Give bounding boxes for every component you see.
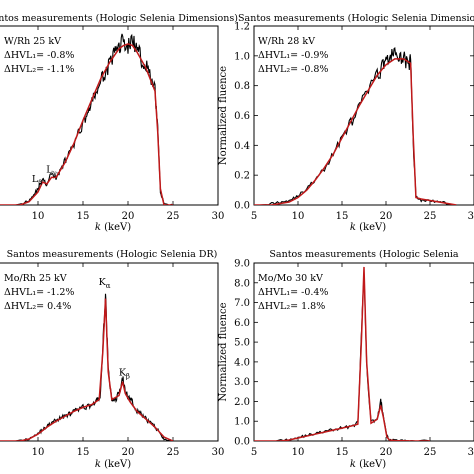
plot-frame <box>253 262 474 442</box>
y-axis-label: Normalized fluence <box>218 302 229 401</box>
x-tick-label: 5 <box>251 447 257 458</box>
plot-frame <box>0 262 219 442</box>
y-tick-label: 0.2 <box>234 171 250 182</box>
x-axis-variable: k <box>350 459 356 470</box>
x-tick-label: 10 <box>292 447 305 458</box>
y-tick-label: 0.4 <box>234 141 250 152</box>
series-line-simulated <box>0 43 173 205</box>
peak-label-sub: β <box>38 179 42 187</box>
x-tick-label: 20 <box>380 211 393 222</box>
y-tick-label: 1.2 <box>234 22 250 33</box>
y-tick-label: 9.0 <box>234 259 250 270</box>
peak-label: Kβ <box>119 368 130 381</box>
series-line-measured <box>0 33 174 205</box>
y-tick-label: 0.0 <box>234 437 250 448</box>
annotation-line: Mo/Mo 30 kV <box>258 273 323 284</box>
y-tick-label: 7.0 <box>234 298 250 309</box>
x-tick-label: 15 <box>77 211 90 222</box>
x-tick-label: 25 <box>167 447 180 458</box>
panel-1: Santos measurements (Hologic Selenia Dim… <box>0 13 238 233</box>
y-tick-label: 5.0 <box>234 338 250 349</box>
panel-2: Santos measurements (Hologic Selenia Dim… <box>218 13 474 233</box>
peak-label: Lβ <box>32 174 42 187</box>
peak-label: Kα <box>99 277 111 290</box>
x-tick-label: 20 <box>122 211 135 222</box>
x-tick-label: 30 <box>468 447 474 458</box>
annotation-line: W/Rh 28 kV <box>258 36 315 47</box>
x-axis-label: k (keV) <box>350 222 386 233</box>
panel-4: Santos measurements (Hologic Selenia 5 10 1… <box>218 249 474 470</box>
x-tick-label: 25 <box>424 211 437 222</box>
x-axis-variable: k <box>95 459 101 470</box>
peak-label-main: K <box>99 277 107 288</box>
series-line-simulated <box>0 298 174 441</box>
x-axis-label: k (keV) <box>95 222 131 233</box>
x-tick-label: 20 <box>122 447 135 458</box>
panel-title: Santos measurements (Hologic Selenia DR) <box>7 249 218 260</box>
y-tick-label: 2.0 <box>234 397 250 408</box>
annotation-line: ΔHVL₁= -0.8% <box>4 50 74 61</box>
x-tick-label: 10 <box>292 211 305 222</box>
plot-frame <box>0 25 219 206</box>
x-tick-label: 10 <box>32 211 45 222</box>
x-axis-label: k (keV) <box>95 459 131 470</box>
y-tick-label: 3.0 <box>234 377 250 388</box>
series-line-measured <box>0 293 174 441</box>
x-axis-unit: (keV) <box>359 222 386 233</box>
y-tick-label: 0.8 <box>234 81 250 92</box>
y-axis-label: Normalized fluence <box>218 66 229 165</box>
y-tick-label: 1.0 <box>234 417 250 428</box>
y-tick-label: 4.0 <box>234 357 250 368</box>
x-tick-label: 30 <box>212 447 225 458</box>
x-axis-unit: (keV) <box>104 459 131 470</box>
x-tick-label: 20 <box>380 447 393 458</box>
annotation-line: ΔHVL₂= 0.4% <box>4 301 71 312</box>
annotation-line: ΔHVL₂= -0.8% <box>258 64 328 75</box>
peak-label-main: K <box>119 368 127 379</box>
y-tick-label: 1.0 <box>234 51 250 62</box>
x-tick-label: 15 <box>77 447 90 458</box>
peak-label: Lγ <box>46 164 57 177</box>
annotation-line: ΔHVL₂= -1.1% <box>4 64 74 75</box>
x-tick-label: 10 <box>32 447 45 458</box>
x-tick-label: 15 <box>336 447 349 458</box>
peak-label-sub: γ <box>53 169 57 177</box>
x-tick-label: 15 <box>336 211 349 222</box>
y-tick-label: 0.6 <box>234 111 250 122</box>
peak-label-main: L <box>32 174 39 185</box>
annotation-line: W/Rh 25 kV <box>4 36 61 47</box>
annotation-line: ΔHVL₁= -0.9% <box>258 50 328 61</box>
annotation-line: ΔHVL₁= -0.4% <box>258 287 328 298</box>
x-axis-unit: (keV) <box>359 459 386 470</box>
x-tick-label: 25 <box>424 447 437 458</box>
annotation-line: Mo/Rh 25 kV <box>4 273 67 284</box>
y-tick-label: 0.0 <box>234 201 250 212</box>
x-axis-unit: (keV) <box>104 222 131 233</box>
x-tick-label: 25 <box>167 211 180 222</box>
annotation-line: ΔHVL₁= -1.2% <box>4 287 74 298</box>
x-tick-label: 30 <box>212 211 225 222</box>
panel-title: Santos measurements (Hologic Selenia Dim… <box>238 13 474 24</box>
series-line-simulated <box>254 266 430 441</box>
x-axis-label: k (keV) <box>350 459 386 470</box>
x-axis-variable: k <box>95 222 101 233</box>
peak-label-sub: β <box>126 373 130 381</box>
x-axis-variable: k <box>350 222 356 233</box>
y-tick-label: 6.0 <box>234 318 250 329</box>
x-tick-label: 30 <box>468 211 474 222</box>
series-line-simulated <box>254 58 457 205</box>
peak-label-sub: α <box>106 282 111 290</box>
panel-3: Santos measurements (Hologic Selenia DR)… <box>0 249 224 470</box>
x-tick-label: 5 <box>251 211 257 222</box>
y-tick-label: 8.0 <box>234 278 250 289</box>
annotation-line: ΔHVL₂= 1.8% <box>258 301 325 312</box>
panel-title: Santos measurements (Hologic Selenia <box>269 249 459 260</box>
panel-title: Santos measurements (Hologic Selenia Dim… <box>0 13 238 24</box>
peak-label-main: L <box>46 164 53 175</box>
